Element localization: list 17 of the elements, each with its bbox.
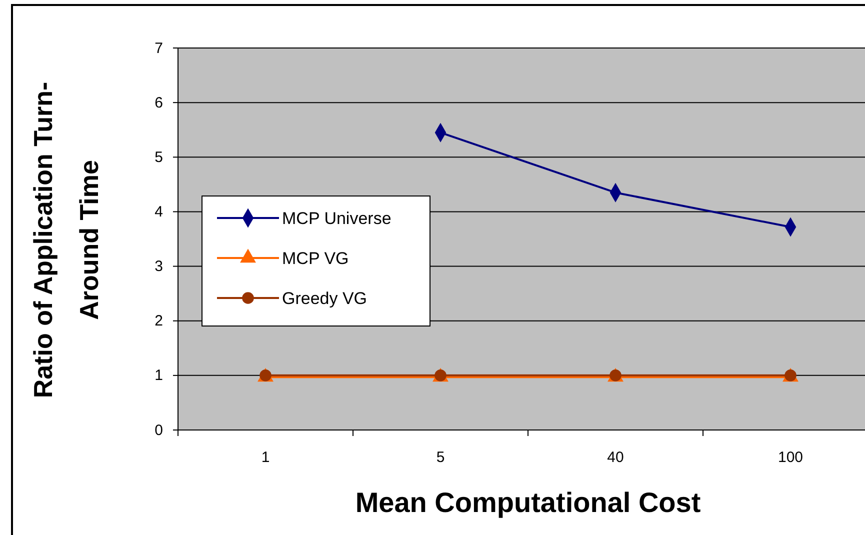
y-tick-label: 2 bbox=[154, 312, 163, 330]
x-axis-title: Mean Computational Cost bbox=[355, 487, 701, 518]
y-tick-label: 4 bbox=[154, 204, 163, 221]
legend-label: MCP Universe bbox=[282, 209, 392, 228]
y-tick-label: 6 bbox=[154, 94, 163, 112]
x-tick-label: 100 bbox=[778, 449, 804, 466]
y-tick-label: 0 bbox=[154, 422, 163, 439]
legend-label: MCP VG bbox=[282, 249, 349, 268]
x-tick-label: 40 bbox=[607, 449, 624, 466]
y-tick-label: 7 bbox=[154, 40, 163, 57]
x-tick-label: 5 bbox=[436, 449, 445, 466]
legend-label: Greedy VG bbox=[282, 289, 368, 308]
y-tick-label: 5 bbox=[154, 148, 163, 166]
y-tick-label: 1 bbox=[154, 367, 163, 384]
x-tick-label: 1 bbox=[261, 449, 270, 466]
y-axis-title: Ratio of Application Turn-Around Time bbox=[28, 82, 104, 398]
y-tick-label: 3 bbox=[154, 258, 163, 276]
